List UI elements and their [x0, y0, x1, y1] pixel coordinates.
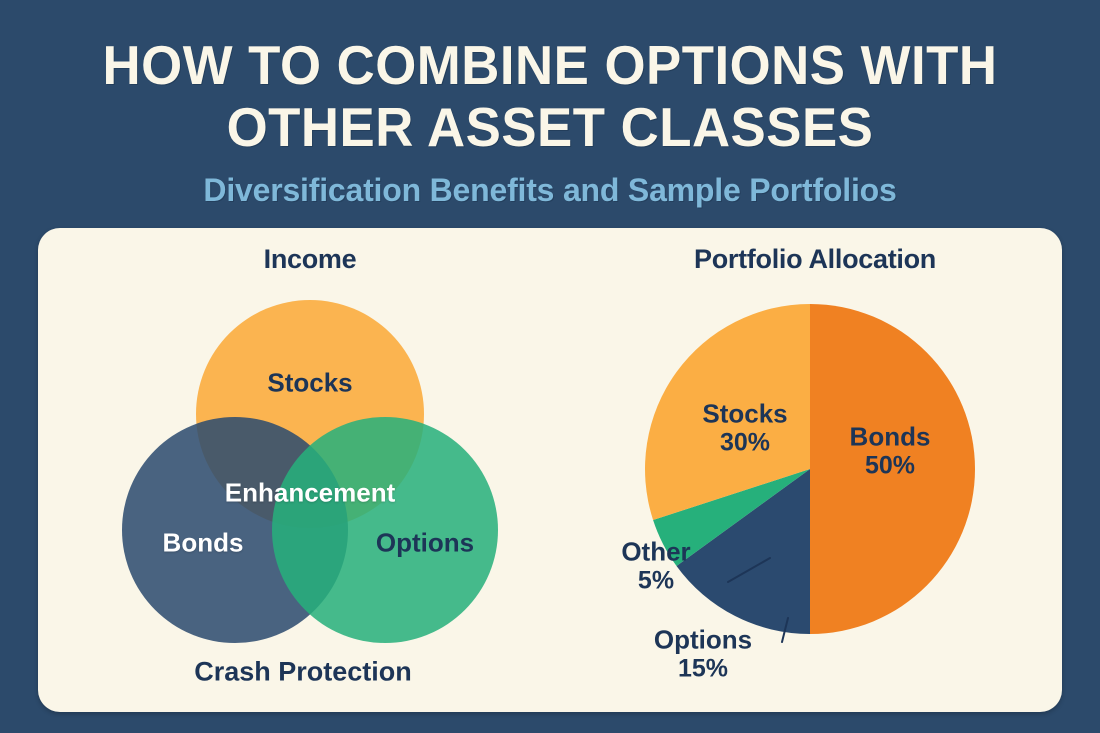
pie-label-options-name: Options — [653, 624, 753, 655]
leader-line-other — [727, 557, 771, 583]
venn-bottom-label: Crash Protection — [194, 656, 412, 687]
pie-label-bonds-percent: 50% — [864, 451, 916, 480]
pie-label-other: Other 5% — [621, 536, 691, 595]
pie-slice-options — [676, 469, 810, 634]
pie-slice-group — [645, 304, 975, 634]
page-title-line-2: OTHER ASSET CLASSES — [226, 96, 874, 158]
pie-label-bonds: Bonds 50% — [849, 421, 931, 480]
pie-label-options: Options 15% — [653, 624, 753, 683]
pie-slice-bonds — [810, 304, 975, 634]
pie-label-options-percent: 15% — [677, 654, 729, 683]
pie-slice-other — [653, 469, 810, 566]
venn-circle-options — [272, 417, 498, 643]
pie-label-other-name: Other — [621, 536, 691, 567]
venn-top-label: Income — [263, 244, 357, 274]
venn-label-bonds: Bonds — [162, 527, 244, 558]
pie-label-other-percent: 5% — [637, 566, 675, 595]
page-subtitle: Diversification Benefits and Sample Port… — [203, 172, 897, 208]
venn-label-stocks: Stocks — [267, 367, 353, 398]
venn-diagram — [122, 300, 498, 643]
page-title-line-1: HOW TO COMBINE OPTIONS WITH — [102, 34, 998, 96]
pie-label-stocks: Stocks 30% — [702, 398, 788, 457]
pie-label-stocks-name: Stocks — [702, 398, 788, 429]
pie-slice-stocks — [645, 304, 810, 520]
venn-label-options: Options — [375, 527, 475, 558]
venn-label-enhancement: Enhancement — [224, 477, 396, 508]
leader-line-options — [781, 617, 789, 643]
pie-panel: Portfolio Allocation Stocks 30% Bonds 50… — [560, 228, 1062, 712]
pie-chart-title: Portfolio Allocation — [694, 244, 936, 274]
header: HOW TO COMBINE OPTIONS WITH OTHER ASSET … — [0, 0, 1100, 215]
pie-label-stocks-percent: 30% — [719, 428, 771, 457]
pie-chart — [645, 304, 975, 643]
pie-label-bonds-name: Bonds — [849, 421, 931, 452]
venn-panel: Income Stocks Enhancement Bonds Options … — [38, 228, 558, 712]
